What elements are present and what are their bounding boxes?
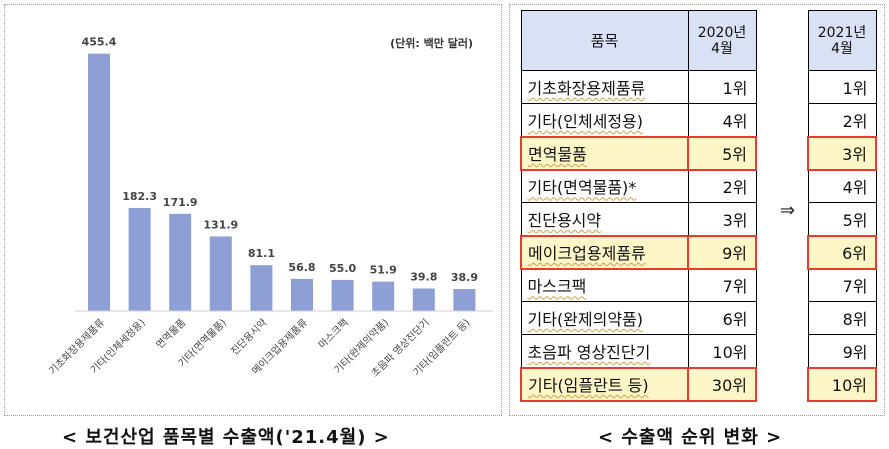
item-label: 메이크업용제품류 xyxy=(528,244,646,263)
rank-2021: 5위 xyxy=(807,202,877,236)
item-label: 기초화장용제품류 xyxy=(527,79,646,98)
data-label-2: 182.3 xyxy=(122,190,157,203)
chart-panel: (단위: 백만 달러) 455.4 기초화장용제품류 182.3 기타(인체세정용) 1… xyxy=(4,4,502,416)
rank-2020: 7위 xyxy=(687,268,757,302)
rank-2020: 3위 xyxy=(687,202,757,236)
arrow-icon: ⇒ xyxy=(780,200,796,221)
item-label: 진단용시약 xyxy=(527,210,602,230)
bar-3 xyxy=(169,213,192,311)
rank-2021: 6위 xyxy=(807,234,877,270)
item-label: 기타(완제의약품) xyxy=(527,310,644,329)
table-row: 마스크팩 7위 xyxy=(520,268,757,302)
table-row: 기타(면역물품)* 2위 xyxy=(520,169,757,203)
unit-note: (단위: 백만 달러) xyxy=(390,36,473,50)
item-label: 기타(인체세정용) xyxy=(527,111,644,131)
item-name: 면역물품 xyxy=(520,135,689,171)
rank-2021: 8위 xyxy=(807,301,877,335)
header-row: 2021년 4월 xyxy=(807,10,877,71)
bar-6 xyxy=(291,278,313,311)
item-name: 기초화장용제품류 xyxy=(520,70,689,104)
rank-table-2020: 품목 2020년 4월 기초화장용제품류 1위 기타(인체세정용) 4위 면역물품 5위 기타(면… xyxy=(520,10,757,402)
header-item: 품목 xyxy=(520,10,689,71)
table-row: 기타(완제의약품) 6위 xyxy=(520,301,757,335)
bar-7 xyxy=(331,279,354,311)
rank-2020: 6위 xyxy=(687,301,757,335)
table-row: 3위 xyxy=(807,135,877,171)
item-name: 초음파 영상진단기 xyxy=(520,334,689,368)
item-name: 기타(인체세정용) xyxy=(520,103,689,137)
table-row: 10위 xyxy=(807,366,877,402)
data-label-6: 56.8 xyxy=(288,261,315,274)
category-label-5: 진단용시약 xyxy=(229,317,270,358)
data-label-9: 39.8 xyxy=(410,271,437,284)
rank-2021: 4위 xyxy=(807,169,877,203)
chart-caption: < 보건산업 품목별 수출액('21.4월) > xyxy=(62,427,390,448)
table-row: 진단용시약 3위 xyxy=(520,202,757,236)
table-row: 7위 xyxy=(807,268,877,302)
rank-2020: 30위 xyxy=(687,366,757,402)
data-label-10: 38.9 xyxy=(451,271,478,284)
item-name: 기타(면역물품)* xyxy=(520,169,689,203)
item-name: 기타(임플란트 등) xyxy=(520,366,689,402)
table-row: 5위 xyxy=(807,202,877,236)
bar-5 xyxy=(250,265,273,311)
table-row: 8위 xyxy=(807,301,877,335)
rank-2021: 2위 xyxy=(807,103,877,137)
rank-2020: 5위 xyxy=(687,135,757,171)
item-name: 메이크업용제품류 xyxy=(520,234,689,270)
data-label-7: 55.0 xyxy=(329,262,356,275)
item-label: 기타(임플란트 등) xyxy=(528,376,649,395)
table-row: 4위 xyxy=(807,169,877,203)
item-label: 기타(면역물품)* xyxy=(527,178,637,198)
table-row: 9위 xyxy=(807,334,877,368)
rank-2021: 1위 xyxy=(807,70,877,104)
bar-8 xyxy=(372,281,395,311)
rank-table-2021: 2021년 4월 1위 2위 3위 4위 5위 6위 7위 8위 9위 10위 xyxy=(807,10,877,402)
table-row: 메이크업용제품류 9위 xyxy=(520,234,757,270)
rank-2021: 7위 xyxy=(807,268,877,302)
category-label-7: 마스크팩 xyxy=(316,317,351,352)
data-label-3: 171.9 xyxy=(163,196,198,209)
header-2021: 2021년 4월 xyxy=(807,10,877,71)
data-label-8: 51.9 xyxy=(370,264,397,277)
rank-2020: 2위 xyxy=(687,169,757,203)
bar-2 xyxy=(128,207,151,311)
data-label-1: 455.4 xyxy=(82,36,117,49)
table-row: 6위 xyxy=(807,234,877,270)
item-label: 면역물품 xyxy=(528,145,587,164)
item-name: 진단용시약 xyxy=(520,202,689,236)
data-label-4: 131.9 xyxy=(203,218,238,231)
item-label: 초음파 영상진단기 xyxy=(527,342,651,362)
rank-caption: < 수출액 순위 변화 > xyxy=(598,427,783,448)
category-label-3: 면역물품 xyxy=(154,317,189,352)
rank-2020: 1위 xyxy=(687,70,757,104)
table-row: 기타(임플란트 등) 30위 xyxy=(520,366,757,402)
bar-1 xyxy=(88,53,110,311)
data-label-5: 81.1 xyxy=(248,247,275,260)
rank-2020: 9위 xyxy=(687,234,757,270)
item-label: 마스크팩 xyxy=(527,277,587,297)
item-name: 기타(완제의약품) xyxy=(520,301,689,335)
table-row: 1위 xyxy=(807,70,877,104)
rank-2020: 10위 xyxy=(687,334,757,368)
table-row: 기초화장용제품류 1위 xyxy=(520,70,757,104)
table-row: 기타(인체세정용) 4위 xyxy=(520,103,757,137)
header-row: 품목 2020년 4월 xyxy=(520,10,757,71)
bar-4 xyxy=(209,236,232,311)
table-row: 면역물품 5위 xyxy=(520,135,757,171)
bar-chart: (단위: 백만 달러) 455.4기초화장용제품류182.3기타(인체세정용)1… xyxy=(47,36,493,379)
rank-2020: 4위 xyxy=(687,103,757,137)
bar-9 xyxy=(412,288,435,311)
rank-2021: 3위 xyxy=(807,135,877,171)
rank-2021: 9위 xyxy=(807,334,877,368)
table-row: 2위 xyxy=(807,103,877,137)
rank-2021: 10위 xyxy=(807,366,877,402)
table-row: 초음파 영상진단기 10위 xyxy=(520,334,757,368)
bar-10 xyxy=(453,289,476,311)
header-2020: 2020년 4월 xyxy=(687,10,757,71)
item-name: 마스크팩 xyxy=(520,268,689,302)
